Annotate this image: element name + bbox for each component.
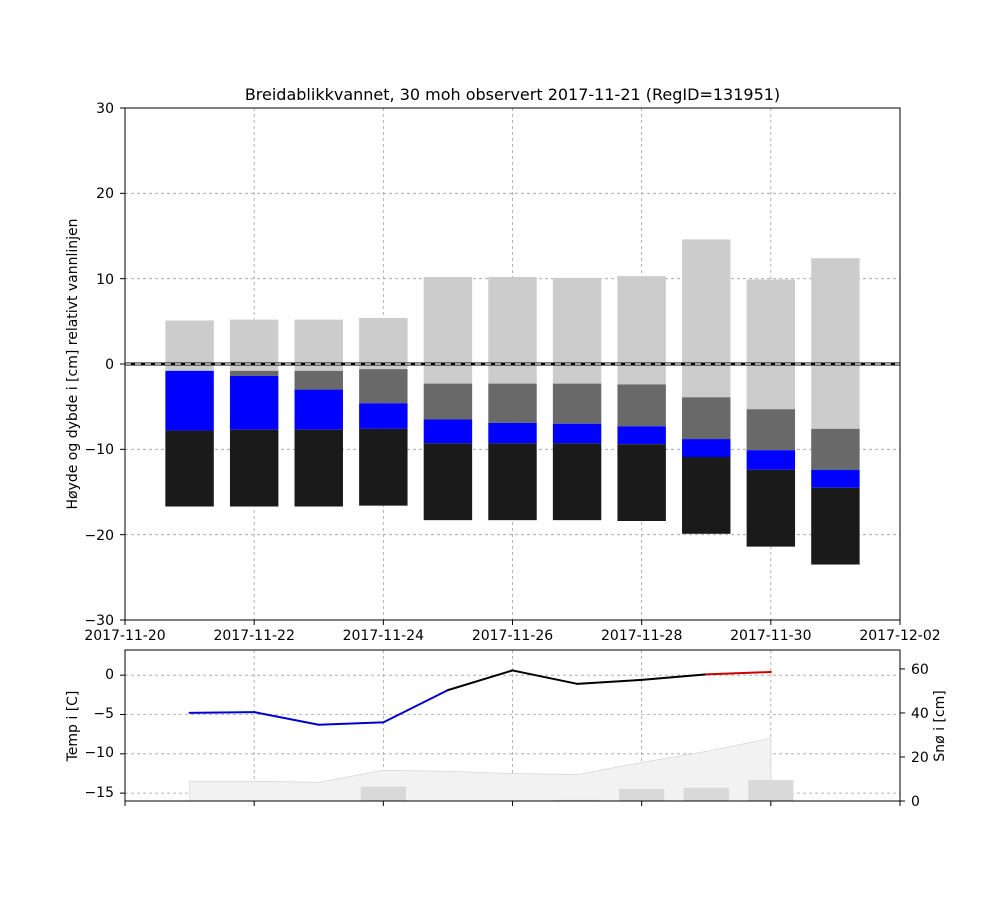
snow-tick-label: 40 [911,706,929,722]
new-snow-bar [554,799,600,801]
x-tick-label: 2017-11-22 [214,628,295,644]
temperature-series [188,669,772,726]
y-axis-label: Høyde og dybde i [cm] relativt vannlinje… [65,218,81,509]
chart-title: Breidablikkvannet, 30 moh observert 2017… [245,85,780,104]
y-tick-label: −20 [84,528,114,544]
snow-tick-label: 20 [911,750,929,766]
bar-layer-ice [359,428,408,506]
temperature-segment [511,669,579,685]
bar-layer-ice [682,457,731,534]
new-snow-bar [683,787,729,801]
bar-layer-slush [488,383,537,423]
snow-tick-label: 60 [911,662,929,678]
new-snow-bar [748,780,794,801]
bar-layer-water [552,423,602,444]
new-snow-bar [619,788,665,801]
bar-layer-water [488,422,537,444]
lower-right-tick-labels: 60 40 20 0 [911,662,929,810]
y-tick-label: −10 [84,442,114,458]
bar-layer-water [229,375,279,430]
bar-layer-slush [811,428,860,470]
temperature-segment [253,711,320,726]
x-tick-label: 2017-11-30 [730,628,811,644]
y-tick-label: 20 [96,186,114,202]
temperature-segment [188,711,256,714]
bar-layer-ice [811,487,860,565]
bar-layer-snow [488,276,537,384]
main-y-tick-labels: 30 20 10 0 −10 −20 −30 [84,101,114,629]
bar-layer-ice [617,444,666,522]
bar-layer-ice [165,430,214,507]
temp-tick-label: 0 [105,667,114,683]
new-snow-bar [360,786,406,801]
temp-tick-label: −15 [84,785,114,801]
bar-layer-ice [746,469,796,547]
y-tick-label: 0 [105,357,114,373]
bar-layer-slush [229,370,279,376]
bar-layer-slush [423,383,473,420]
x-tick-label: 2017-11-20 [84,628,165,644]
bar-layer-ice [552,443,602,521]
bar-layer-water [423,419,473,444]
weather-chart: 0 −5 −10 −15 60 40 20 0 Temp i [C] Snø i… [65,649,948,810]
bar-layer-snow [423,276,473,384]
bar-layer-slush [552,383,602,424]
bar-layer-water [682,439,731,458]
y-tick-label: 10 [96,272,114,288]
temp-tick-label: −10 [84,745,114,761]
bar-layer-snow [359,317,408,370]
bar-layer-slush [294,370,343,390]
main-bars [165,239,860,565]
main-ticks [120,107,901,625]
bar-layer-ice [423,443,473,521]
temp-axis-label: Temp i [C] [65,691,81,763]
bar-layer-snow [229,319,279,371]
temperature-segment [446,669,514,692]
bar-layer-ice [294,429,343,507]
y-tick-label: 30 [96,101,114,117]
main-x-tick-labels: 2017-11-20 2017-11-22 2017-11-24 2017-11… [84,628,940,644]
snow-depth-area [189,737,772,802]
temperature-segment [705,671,772,676]
bar-layer-snow [811,258,860,429]
lower-ticks [120,668,905,806]
bar-layer-slush [617,384,666,427]
snow-series [189,737,794,802]
bar-layer-water [617,426,666,445]
bar-layer-water [359,403,408,429]
bar-layer-snow [682,239,731,398]
bar-layer-snow [165,320,214,371]
bar-layer-water [294,389,343,430]
x-tick-label: 2017-11-26 [472,628,553,644]
snow-tick-label: 0 [911,794,920,810]
x-tick-label: 2017-11-28 [601,628,682,644]
snow-axis-label: Snø i [cm] [932,690,948,761]
temperature-segment [317,721,385,726]
y-tick-label: −30 [84,613,114,629]
temp-tick-label: −5 [93,706,114,722]
bar-layer-snow [294,319,343,371]
x-tick-label: 2017-12-02 [859,628,940,644]
bar-layer-water [165,370,214,431]
bar-layer-slush [746,409,796,451]
bar-layer-slush [682,397,731,440]
ice-chart: Breidablikkvannet, 30 moh observert 2017… [65,85,941,644]
bar-layer-water [746,450,796,470]
lower-left-tick-labels: 0 −5 −10 −15 [84,667,114,801]
bar-layer-snow [617,276,666,385]
bar-layer-snow [746,279,796,410]
bar-layer-ice [229,429,279,507]
x-tick-label: 2017-11-24 [343,628,424,644]
bar-layer-water [811,469,860,488]
temperature-segment [576,678,643,685]
temperature-segment [640,673,708,681]
bar-layer-snow [552,277,602,384]
bar-layer-ice [488,443,537,521]
bar-layer-slush [359,369,408,404]
temperature-segment [382,689,449,724]
